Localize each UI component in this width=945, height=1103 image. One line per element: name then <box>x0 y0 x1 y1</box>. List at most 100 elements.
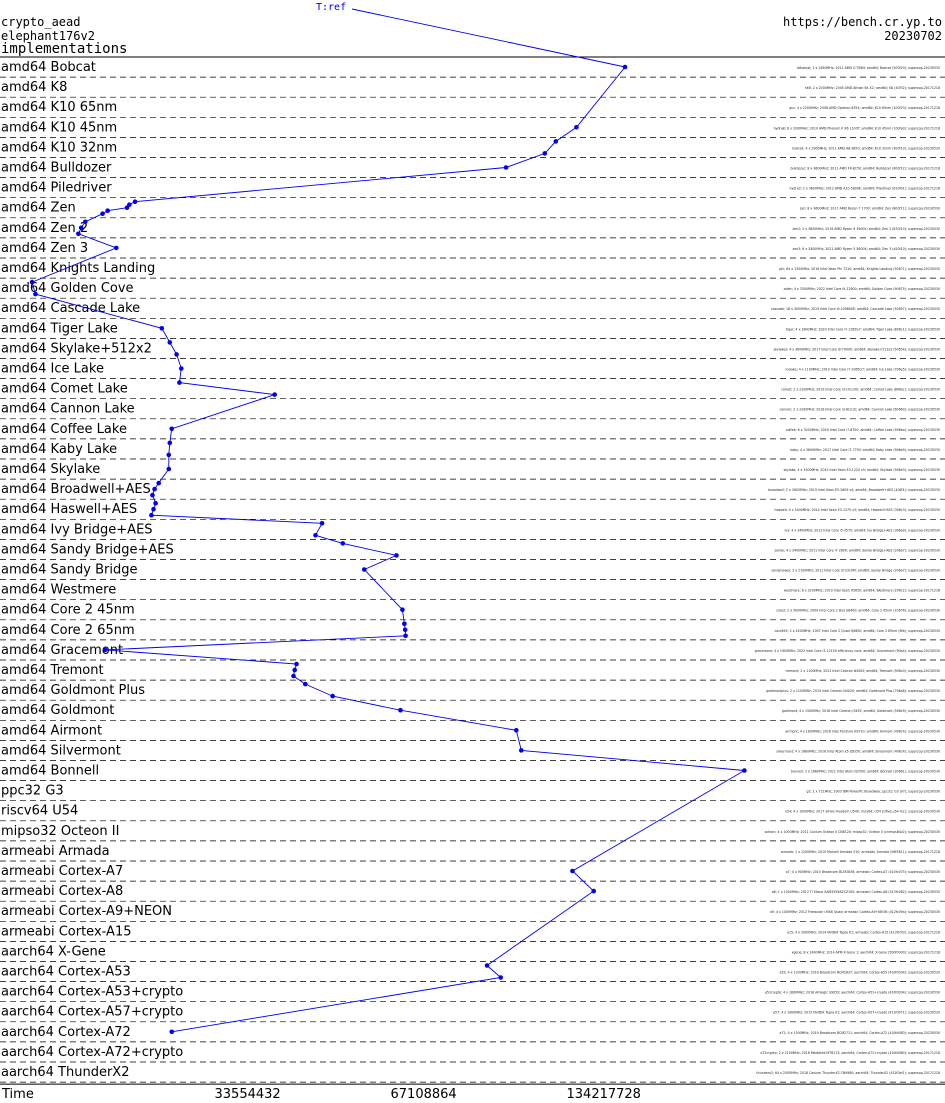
x-axis-title: Time <box>1 1087 34 1102</box>
category-label: amd64 Sandy Bridge <box>1 563 137 578</box>
machine-note: zen3; 6 x 3400MHz; 2021 AMD Ryzen 5 5600… <box>793 247 940 251</box>
data-point <box>113 245 119 251</box>
machine-note: broadwell; 2 x 2600MHz; 2015 Intel Xeon … <box>768 488 940 492</box>
category-label: amd64 Skylake <box>1 462 100 477</box>
category-label: amd64 Broadwell+AES <box>1 482 151 497</box>
category-label: amd64 Zen <box>1 201 76 216</box>
machine-note: hydra9; 4 x 2900MHz; 2011 AMD A8-3850; a… <box>792 146 940 150</box>
machine-note: tremont; 2 x 1100MHz; 2021 Intel Celeron… <box>785 669 940 673</box>
data-point <box>169 426 175 432</box>
data-point <box>29 279 35 285</box>
x-tick-label: 134217728 <box>567 1087 641 1102</box>
machine-note: core265; 2 x 2400MHz; 2007 Intel Core 2 … <box>775 629 941 633</box>
data-point <box>151 506 156 512</box>
machine-note: tiger; 4 x 2800MHz; 2020 Intel Core i7-1… <box>786 327 940 331</box>
category-label: amd64 Silvermont <box>1 743 121 758</box>
category-label: amd64 Knights Landing <box>1 261 155 276</box>
category-label: aarch64 Cortex-A53+crypto <box>1 985 183 1000</box>
data-point <box>313 533 318 538</box>
machine-note: silvermont; 4 x 1660MHz; 2016 Intel Atom… <box>776 749 940 753</box>
data-point <box>102 647 108 653</box>
category-label: amd64 Bulldozer <box>1 161 112 176</box>
machine-note: u54; 4 x 1000MHz; 2017 SiFive Freedom U5… <box>785 810 940 814</box>
category-label: amd64 K10 45nm <box>1 120 117 135</box>
category-label: armeabi Cortex-A7 <box>1 864 123 879</box>
data-point <box>124 205 130 210</box>
data-point <box>179 366 184 371</box>
machine-note: haswell; 4 x 3400MHz; 2014 Intel Xeon E3… <box>775 508 940 512</box>
data-point <box>294 661 299 667</box>
category-label: armeabi Cortex-A9+NEON <box>1 904 172 919</box>
category-label: amd64 Ice Lake <box>1 362 104 377</box>
machine-note: goldmontplus; 2 x 1100MHz; 2019 Intel Ce… <box>766 689 940 693</box>
series-label-leader <box>351 8 626 68</box>
data-point <box>105 208 110 213</box>
category-label: amd64 Tremont <box>1 663 104 678</box>
data-point <box>166 466 172 472</box>
data-point <box>591 888 597 894</box>
series-line <box>31 66 746 1033</box>
data-point <box>402 627 408 633</box>
machine-note: a53; 4 x 1200MHz; 2016 Broadcom BCM2837;… <box>780 971 940 975</box>
machine-note: sandy; 4 x 3400MHz; 2011 Intel Core i7-2… <box>774 548 940 552</box>
data-point <box>402 621 407 627</box>
data-point <box>83 219 88 225</box>
series-label: T:ref <box>316 2 346 13</box>
category-label: amd64 Cannon Lake <box>1 402 135 417</box>
category-label: armeabi Armada <box>1 844 110 859</box>
category-label: armeabi Cortex-A15 <box>1 924 131 939</box>
data-point <box>166 452 172 458</box>
data-point <box>484 963 490 968</box>
machine-note: sandynoaes; 2 x 2100MHz; 2011 Intel Core… <box>771 569 940 573</box>
machine-note: bulldozer; 8 x 3600MHz; 2011 AMD FX-8150… <box>791 167 941 171</box>
machine-note: westmere; 6 x 3200MHz; 2010 Intel Xeon X… <box>784 589 940 593</box>
data-point <box>340 541 346 546</box>
machine-note: cannon; 2 x 2200MHz; 2018 Intel Core i3-… <box>779 408 940 412</box>
data-point <box>553 139 559 144</box>
machine-note: a7; 4 x 900MHz; 2015 Broadcom BCM2836; a… <box>786 870 940 874</box>
data-point <box>100 211 105 216</box>
category-label: riscv64 U54 <box>1 804 78 819</box>
data-point <box>156 480 162 486</box>
machine-note: a72crypto; 2 x 2100MHz; 2016 Mediatek MT… <box>760 1051 940 1055</box>
category-label: aarch64 Cortex-A53 <box>1 965 131 980</box>
data-point <box>167 440 173 446</box>
data-point <box>76 231 81 237</box>
site-url[interactable]: https://bench.cr.yp.to <box>783 15 942 29</box>
data-point <box>361 567 367 572</box>
category-label: amd64 Golden Cove <box>1 281 134 296</box>
machine-note: thunderx2; 64 x 2500MHz; 2018 Cavium Thu… <box>756 1071 940 1075</box>
data-point <box>400 607 405 612</box>
data-point <box>33 291 38 297</box>
data-point <box>152 486 157 492</box>
category-label: amd64 K10 32nm <box>1 140 117 155</box>
machine-note: hydra8; 6 x 3300MHz; 2010 AMD Phenom II … <box>774 126 940 130</box>
data-point <box>742 768 747 773</box>
machine-note: phi; 64 x 1300MHz; 2016 Intel Xeon Phi 7… <box>779 267 940 271</box>
category-label: ppc32 G3 <box>1 784 64 799</box>
machine-note: xgene; 8 x 2400MHz; 2014 APM X-Gene 1; a… <box>792 950 940 954</box>
category-label: amd64 Bobcat <box>1 60 96 75</box>
machine-note: bonnell; 2 x 1660MHz; 2011 Intel Atom D2… <box>791 770 940 774</box>
machine-note: skylake; 4 x 3500MHz; 2015 Intel Xeon E3… <box>784 468 940 472</box>
category-label: amd64 Airmont <box>1 723 102 738</box>
data-point <box>169 1029 175 1035</box>
category-label: amd64 Kaby Lake <box>1 442 117 457</box>
algorithm-label: elephant176v2 <box>1 29 95 43</box>
category-label: aarch64 Cortex-A72+crypto <box>1 1045 183 1060</box>
data-point <box>570 868 575 874</box>
machine-note: hydra3; 2 x 3600MHz; 2012 AMD A10-5800K;… <box>789 187 940 191</box>
machine-note: gracemont; 4 x 1900MHz; 2022 Intel Core … <box>755 649 940 653</box>
machine-note: a9; 4 x 1000MHz; 2012 Freescale i.MX6 Qu… <box>770 910 940 914</box>
category-label: amd64 Skylake+512x2 <box>1 341 152 356</box>
data-point <box>132 199 138 204</box>
data-point <box>303 681 308 687</box>
data-point <box>574 125 579 130</box>
data-point <box>330 693 335 699</box>
category-label: amd64 Haswell+AES <box>1 502 137 517</box>
machine-note: g3; 1 x 721MHz; 2003 IBM PowerPC Broadwa… <box>806 790 940 794</box>
category-label: amd64 Ivy Bridge+AES <box>1 522 153 537</box>
machine-note: bBobcat; 2 x 1650MHz; 2011 AMD G-T56N; a… <box>797 66 940 70</box>
machine-note: a15; 4 x 2000MHz; 2014 NVIDIA Tegra K1; … <box>787 930 940 934</box>
category-label: amd64 Sandy Bridge+AES <box>1 542 174 557</box>
